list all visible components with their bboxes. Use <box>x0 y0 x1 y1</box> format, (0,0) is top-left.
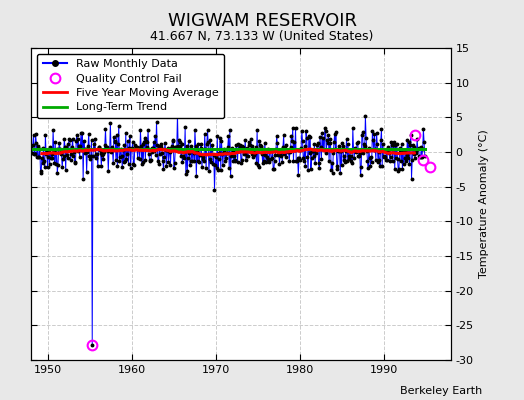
Text: Berkeley Earth: Berkeley Earth <box>400 386 482 396</box>
Text: 41.667 N, 73.133 W (United States): 41.667 N, 73.133 W (United States) <box>150 30 374 43</box>
Text: WIGWAM RESERVOIR: WIGWAM RESERVOIR <box>168 12 356 30</box>
Y-axis label: Temperature Anomaly (°C): Temperature Anomaly (°C) <box>479 130 489 278</box>
Legend: Raw Monthly Data, Quality Control Fail, Five Year Moving Average, Long-Term Tren: Raw Monthly Data, Quality Control Fail, … <box>37 54 224 118</box>
